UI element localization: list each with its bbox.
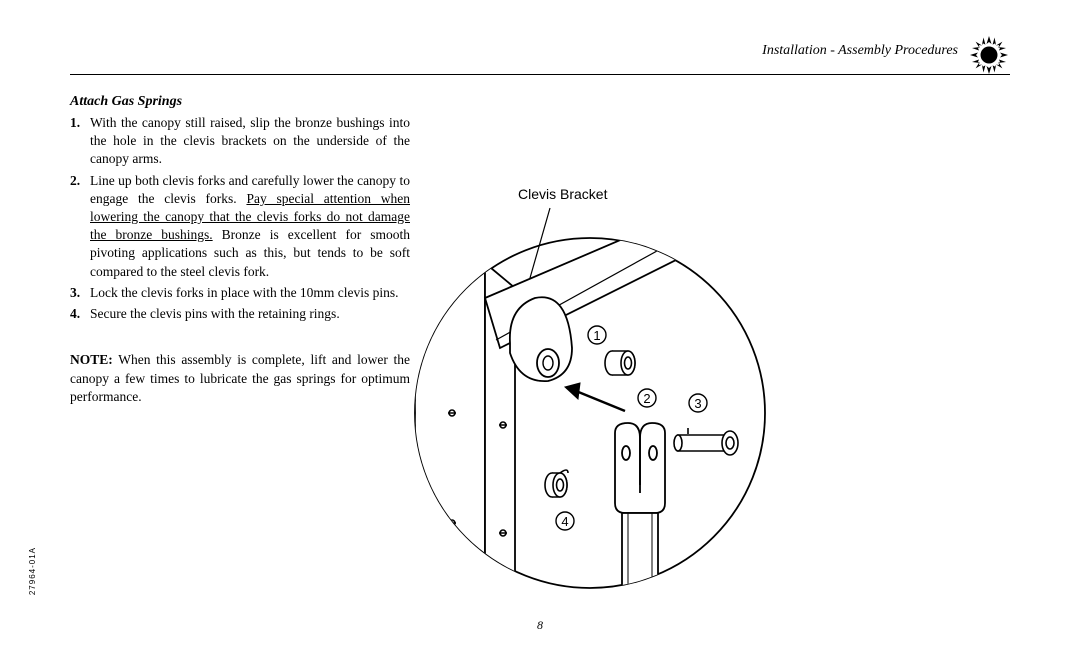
content-area: Attach Gas Springs 1. With the canopy st… [70, 93, 1010, 406]
callout-2: 2 [643, 391, 650, 406]
step-1: 1. With the canopy still raised, slip th… [70, 114, 410, 169]
step-number: 1. [70, 114, 90, 169]
header-title: Installation - Assembly Procedures [762, 43, 958, 59]
clevis-bracket-label: Clevis Bracket [518, 186, 607, 202]
document-code: 27964-01A [28, 547, 37, 595]
step-4: 4. Secure the clevis pins with the retai… [70, 305, 410, 323]
step-number: 4. [70, 305, 90, 323]
section-heading: Attach Gas Springs [70, 93, 410, 112]
instructions-column: Attach Gas Springs 1. With the canopy st… [70, 93, 410, 406]
note-text: When this assembly is complete, lift and… [70, 352, 410, 403]
step-text: Line up both clevis forks and carefully … [90, 172, 410, 281]
step-text: With the canopy still raised, slip the b… [90, 114, 410, 169]
note-block: NOTE: When this assembly is complete, li… [70, 351, 410, 406]
page-header: Installation - Assembly Procedures [70, 30, 1010, 75]
page-number: 8 [0, 618, 1080, 633]
sun-icon [968, 34, 1010, 76]
step-3: 3. Lock the clevis forks in place with t… [70, 284, 410, 302]
step-text: Lock the clevis forks in place with the … [90, 284, 410, 302]
callout-1: 1 [593, 328, 600, 343]
figure-column: Clevis Bracket [430, 93, 1010, 406]
step-number: 2. [70, 172, 90, 281]
step-2: 2. Line up both clevis forks and careful… [70, 172, 410, 281]
step-number: 3. [70, 284, 90, 302]
note-label: NOTE: [70, 352, 113, 367]
callout-3: 3 [694, 396, 701, 411]
callout-4: 4 [561, 514, 568, 529]
assembly-diagram: 1 2 3 4 [400, 203, 820, 623]
step-text: Secure the clevis pins with the retainin… [90, 305, 410, 323]
